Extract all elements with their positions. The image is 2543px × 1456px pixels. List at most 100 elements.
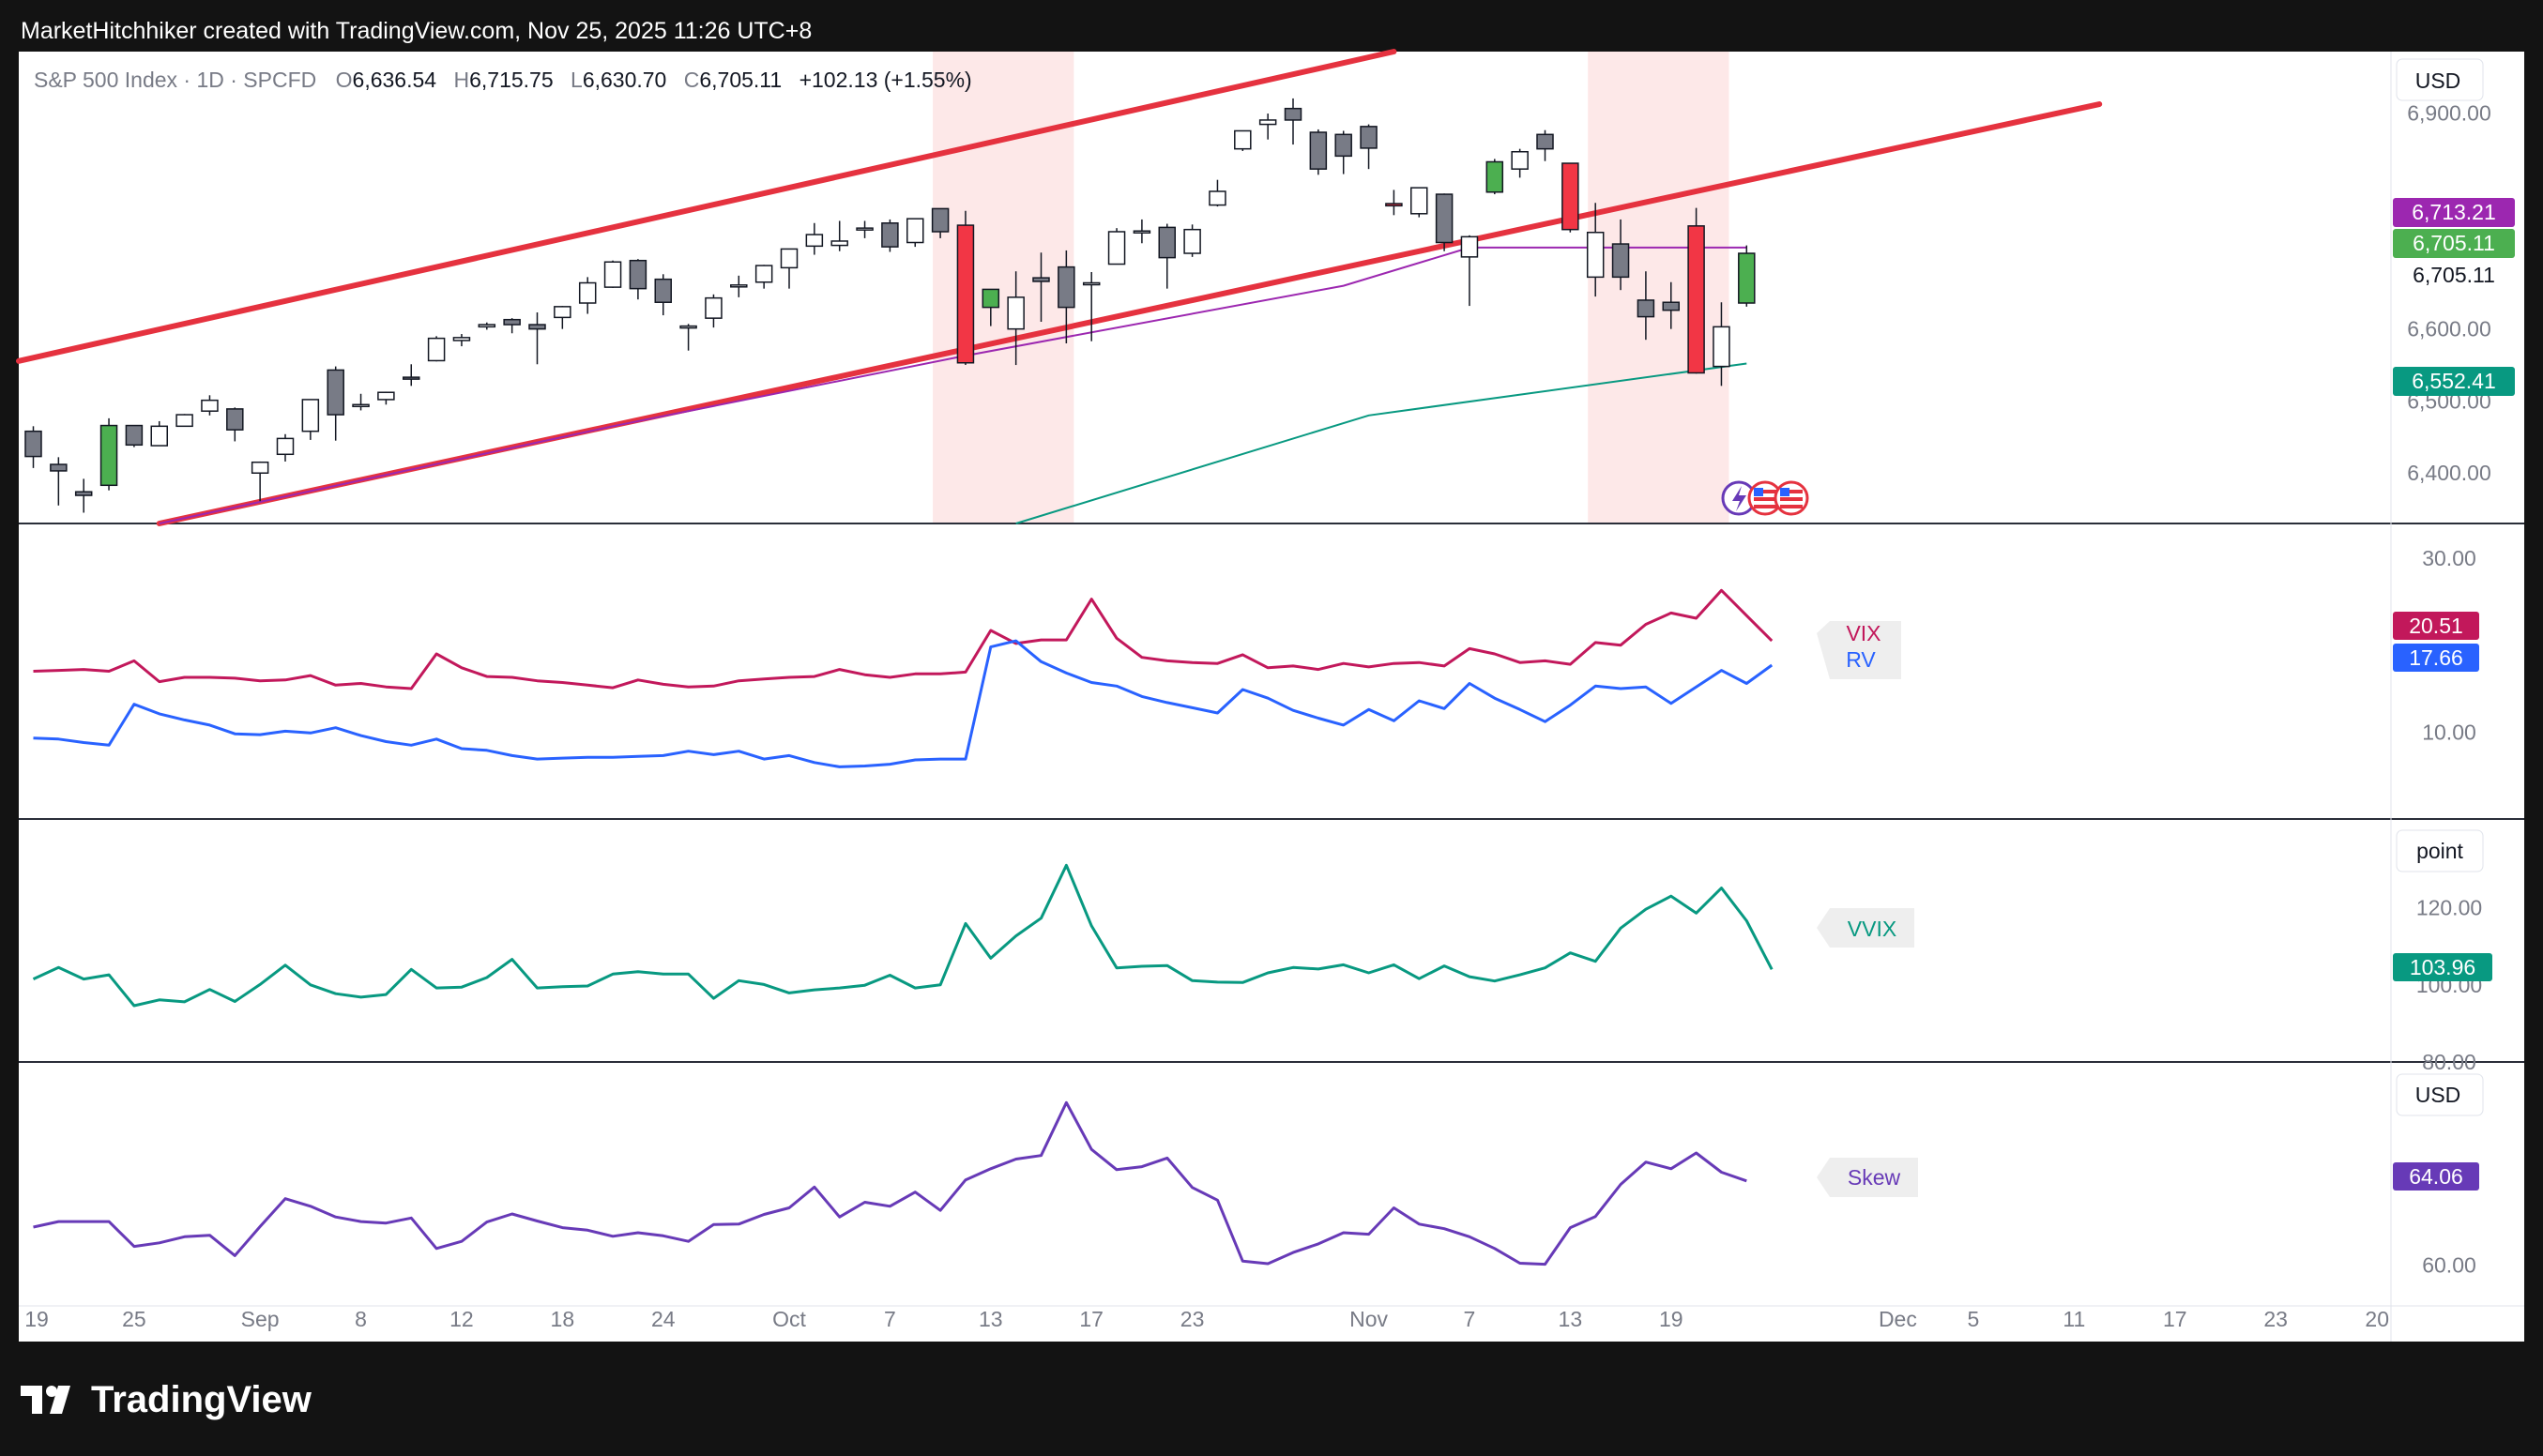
series-line-rv[interactable] — [33, 639, 1774, 768]
candle-body[interactable] — [1460, 235, 1479, 258]
candle-body[interactable] — [629, 259, 647, 290]
candle[interactable] — [1007, 271, 1025, 366]
candle-body[interactable] — [150, 425, 168, 447]
candle-body[interactable] — [654, 278, 672, 303]
candle[interactable] — [201, 395, 219, 416]
indicator-lines[interactable] — [32, 588, 1774, 1266]
candle-body[interactable] — [1738, 252, 1756, 304]
candle[interactable] — [150, 420, 168, 447]
candle[interactable] — [251, 461, 269, 502]
candle[interactable] — [24, 426, 42, 468]
candle-body[interactable] — [1258, 119, 1277, 126]
candle[interactable] — [679, 324, 697, 351]
candle-body[interactable] — [175, 414, 193, 428]
candle-body[interactable] — [679, 325, 697, 329]
candle-body[interactable] — [856, 227, 874, 231]
candle-body[interactable] — [352, 403, 370, 408]
candle-body[interactable] — [1360, 126, 1378, 149]
series-tag-skew[interactable]: Skew — [1817, 1158, 1918, 1197]
candle-body[interactable] — [1082, 281, 1101, 286]
candle-body[interactable] — [931, 207, 950, 233]
series-line-vix[interactable] — [33, 588, 1774, 690]
candle[interactable] — [1611, 219, 1630, 291]
candle-body[interactable] — [125, 424, 144, 447]
candle-body[interactable] — [578, 281, 597, 304]
candle[interactable] — [554, 306, 571, 329]
candle-body[interactable] — [226, 408, 244, 431]
candle-body[interactable] — [1611, 243, 1630, 279]
candle[interactable] — [730, 275, 748, 297]
currency-label-skew[interactable]: USD — [2396, 1073, 2484, 1116]
candle-body[interactable] — [554, 306, 571, 319]
candle[interactable] — [1284, 98, 1302, 145]
candle[interactable] — [856, 220, 874, 238]
candle[interactable] — [503, 318, 521, 334]
candle-body[interactable] — [377, 391, 395, 401]
candle-body[interactable] — [1662, 301, 1680, 311]
candle[interactable] — [1183, 224, 1201, 257]
candle[interactable] — [1586, 203, 1605, 297]
series-tag-vvix[interactable]: VVIX — [1817, 908, 1914, 948]
candle[interactable] — [478, 322, 496, 330]
candle[interactable] — [1360, 124, 1378, 170]
candle-body[interactable] — [754, 265, 773, 283]
candle[interactable] — [1309, 129, 1328, 175]
candle[interactable] — [99, 417, 118, 491]
candle[interactable] — [578, 277, 597, 314]
candle-body[interactable] — [603, 261, 622, 288]
candle-body[interactable] — [1485, 160, 1504, 193]
candle-body[interactable] — [503, 318, 521, 326]
candle-body[interactable] — [982, 288, 1000, 309]
candle[interactable] — [1107, 228, 1126, 265]
candle[interactable] — [327, 366, 344, 441]
candle[interactable] — [1334, 130, 1352, 174]
candle[interactable] — [1234, 129, 1252, 151]
candle[interactable] — [1460, 235, 1479, 307]
candle[interactable] — [754, 265, 773, 289]
candle-body[interactable] — [452, 337, 471, 341]
candle[interactable] — [1713, 302, 1730, 387]
candle[interactable] — [805, 222, 824, 255]
candle[interactable] — [1158, 223, 1176, 289]
candle[interactable] — [1209, 179, 1226, 207]
candle[interactable] — [1058, 250, 1075, 344]
candle-body[interactable] — [276, 437, 295, 456]
candle-body[interactable] — [1687, 225, 1705, 374]
candle[interactable] — [956, 210, 975, 366]
series-line-vvix[interactable] — [32, 863, 1774, 1008]
candle-body[interactable] — [301, 399, 320, 432]
candle-body[interactable] — [74, 491, 93, 496]
price-candles[interactable] — [24, 98, 1756, 513]
candle[interactable] — [1082, 271, 1101, 341]
candle-body[interactable] — [528, 324, 546, 330]
candle-body[interactable] — [1435, 193, 1454, 244]
candle[interactable] — [226, 407, 244, 442]
candle[interactable] — [830, 220, 848, 251]
candle[interactable] — [452, 334, 471, 347]
candle-body[interactable] — [1334, 133, 1352, 158]
candle[interactable] — [780, 248, 799, 289]
candle-body[interactable] — [50, 463, 68, 472]
candle-body[interactable] — [1410, 187, 1428, 215]
candle-body[interactable] — [1032, 277, 1050, 282]
candle-body[interactable] — [201, 399, 219, 412]
candle-body[interactable] — [24, 430, 42, 458]
candle-body[interactable] — [1107, 231, 1126, 265]
candle[interactable] — [931, 207, 950, 238]
candle-body[interactable] — [427, 337, 446, 362]
candle[interactable] — [301, 399, 320, 440]
candle-body[interactable] — [1309, 131, 1328, 170]
candle-body[interactable] — [251, 461, 269, 474]
candle-body[interactable] — [705, 296, 723, 319]
candle-body[interactable] — [1007, 296, 1025, 330]
candle-body[interactable] — [881, 222, 899, 248]
candle-body[interactable] — [478, 324, 496, 328]
candle[interactable] — [1435, 193, 1454, 251]
candle[interactable] — [74, 478, 93, 513]
candle[interactable] — [50, 457, 68, 506]
series-line-skew[interactable] — [33, 1100, 1747, 1266]
candle-body[interactable] — [1536, 133, 1554, 150]
candle-body[interactable] — [1385, 203, 1403, 207]
candle[interactable] — [427, 336, 446, 362]
candle[interactable] — [1258, 114, 1277, 140]
